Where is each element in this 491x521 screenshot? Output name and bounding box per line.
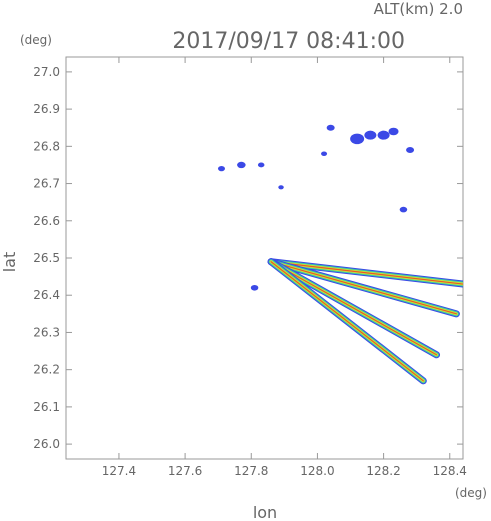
y-tick-label: 26.0: [33, 437, 60, 451]
band-layer: [270, 261, 438, 356]
y-tick-label: 26.5: [33, 251, 60, 265]
echo-cell: [350, 133, 365, 145]
radial-echo-band: [267, 258, 460, 318]
echo-cell: [377, 130, 390, 140]
radial-echo-band: [267, 258, 441, 359]
radial-echo-band: [267, 258, 427, 385]
plot-frame: [65, 56, 464, 460]
echo-cell: [257, 162, 265, 168]
plot-area: [217, 124, 463, 385]
y-tick-label: 26.4: [33, 288, 60, 302]
y-tick-label: 26.2: [33, 363, 60, 377]
echo-cell: [321, 151, 328, 157]
band-layer: [270, 261, 424, 382]
y-tick-label: 26.9: [33, 102, 60, 116]
x-tick-label: 127.6: [168, 464, 202, 478]
echo-cell: [399, 206, 408, 213]
x-tick-label: 128.2: [366, 464, 400, 478]
echo-cell: [278, 185, 284, 190]
x-axis: 127.4 127.6 127.8 128.0 128.2 128.4: [102, 57, 467, 478]
echo-cell: [237, 161, 246, 169]
echo-cell: [217, 166, 225, 172]
echo-cell: [250, 284, 259, 291]
x-tick-label: 127.8: [234, 464, 268, 478]
echo-cell: [326, 124, 335, 131]
x-axis-title: lon: [253, 503, 277, 521]
y-tick-label: 26.1: [33, 400, 60, 414]
chart-timestamp: 2017/09/17 08:41:00: [172, 29, 405, 54]
y-tick-label: 27.0: [33, 65, 60, 79]
x-tick-label: 127.4: [102, 464, 136, 478]
echo-cell: [406, 147, 415, 154]
y-tick-label: 26.7: [33, 177, 60, 191]
y-tick-label: 26.8: [33, 139, 60, 153]
band-layer: [270, 261, 457, 315]
y-axis-title: lat: [0, 252, 19, 273]
echo-cell: [388, 127, 399, 136]
altitude-label: ALT(km) 2.0: [374, 0, 463, 18]
y-tick-label: 26.3: [33, 325, 60, 339]
y-tick-label: 26.6: [33, 214, 60, 228]
band-layer: [270, 261, 463, 285]
x-tick-label: 128.0: [300, 464, 334, 478]
x-tick-label: 128.4: [433, 464, 467, 478]
y-unit-label: (deg): [20, 33, 52, 47]
x-unit-label: (deg): [455, 486, 487, 500]
y-axis: 26.0 26.1 26.2 26.3 26.4 26.5 26.6 26.7 26.8 26.9…: [33, 65, 463, 451]
radial-echo-band: [267, 258, 463, 288]
echo-cell: [364, 130, 377, 140]
